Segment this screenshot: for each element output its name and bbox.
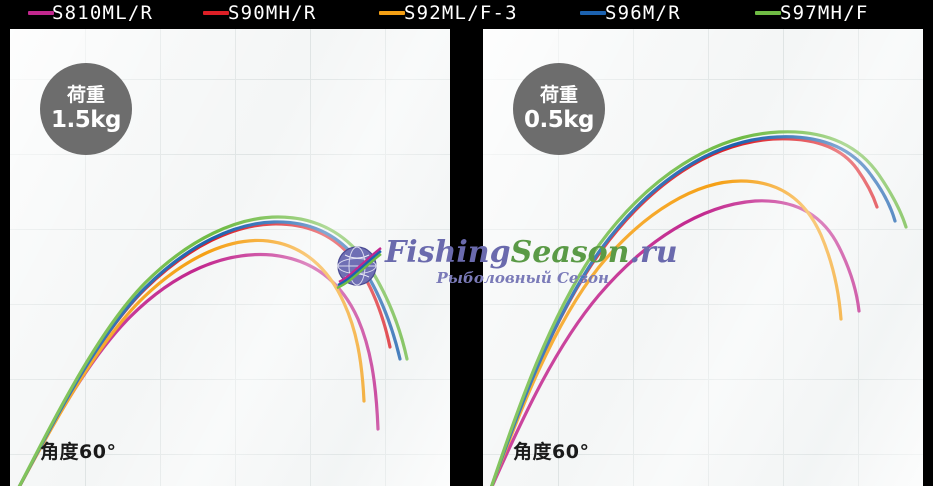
chart-panel-right: 荷重 0.5kg 角度60° — [483, 29, 923, 486]
legend-item-s810ml-r: S810ML/R — [28, 2, 153, 24]
legend-swatch-icon — [203, 11, 229, 15]
load-badge-value-left: 1.5kg — [50, 106, 122, 133]
legend-item-s97mh-f: S97MH/F — [755, 2, 868, 24]
legend: S810ML/R S90MH/R S92ML/F-3 S96M/R S97MH/F — [0, 0, 933, 26]
legend-label: S97MH/F — [780, 2, 869, 24]
legend-swatch-icon — [28, 11, 54, 15]
curve-s90mh-r — [490, 137, 879, 486]
load-badge-label-right: 荷重 — [539, 83, 578, 106]
angle-label-left: 角度60° — [40, 441, 117, 463]
legend-swatch-icon — [755, 11, 781, 15]
legend-item-s90mh-r: S90MH/R — [203, 2, 316, 24]
load-badge-left: 荷重 1.5kg — [40, 63, 132, 155]
legend-swatch-icon — [580, 11, 606, 15]
curve-s96m-r — [490, 135, 897, 486]
legend-item-s92ml-f-3: S92ML/F-3 — [379, 2, 518, 24]
legend-item-s96m-r: S96M/R — [580, 2, 681, 24]
legend-label: S96M/R — [605, 2, 681, 24]
curve-s97mh-f — [489, 130, 908, 486]
load-badge-label-left: 荷重 — [66, 83, 105, 106]
angle-label-right: 角度60° — [513, 441, 590, 463]
legend-label: S810ML/R — [52, 2, 154, 24]
legend-label: S92ML/F-3 — [404, 2, 518, 24]
chart-panel-left: 荷重 1.5kg 角度60° — [10, 29, 450, 486]
legend-label: S90MH/R — [228, 2, 317, 24]
legend-swatch-icon — [379, 11, 405, 15]
load-badge-value-right: 0.5kg — [523, 106, 595, 133]
load-badge-right: 荷重 0.5kg — [513, 63, 605, 155]
